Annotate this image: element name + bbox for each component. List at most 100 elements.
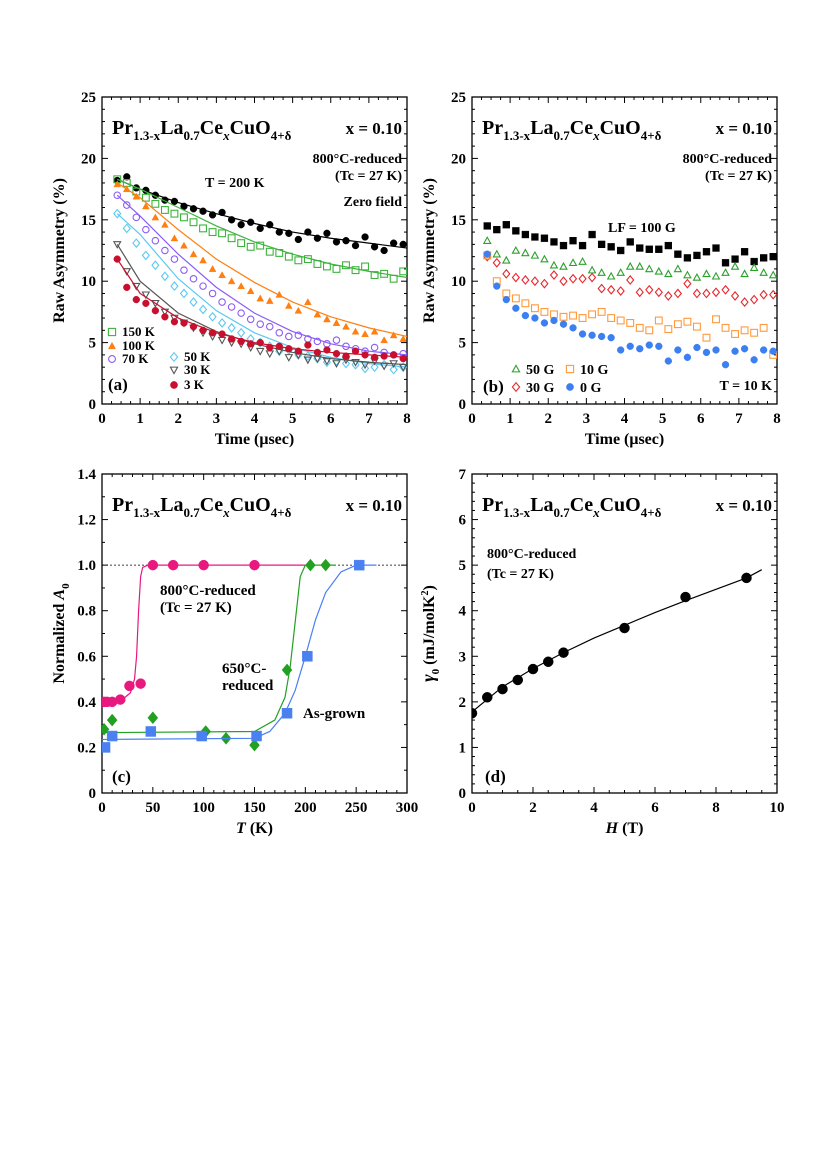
data-point bbox=[170, 234, 179, 242]
x-tick-label: 8 bbox=[712, 800, 720, 816]
data-point bbox=[389, 364, 398, 375]
data-point bbox=[113, 191, 122, 200]
data-point bbox=[673, 264, 683, 273]
data-point bbox=[180, 241, 188, 249]
y-tick-label: 20 bbox=[451, 151, 466, 167]
legend-item: 30 K bbox=[169, 362, 211, 377]
data-point bbox=[361, 233, 369, 241]
y-tick-label: 0 bbox=[459, 786, 467, 802]
fit-curve bbox=[117, 178, 407, 279]
data-point bbox=[189, 205, 198, 213]
data-point bbox=[246, 315, 255, 324]
data-point bbox=[644, 264, 654, 273]
data-point bbox=[540, 319, 549, 327]
data-point bbox=[113, 208, 122, 219]
data-point bbox=[390, 239, 398, 247]
data-point bbox=[702, 348, 711, 357]
data-point bbox=[731, 347, 739, 355]
series-800-C-reduced bbox=[102, 559, 306, 708]
text-span: x = 0.10 bbox=[346, 496, 402, 515]
data-point bbox=[370, 243, 379, 251]
text-span: x = 0.10 bbox=[716, 496, 772, 515]
data-point bbox=[389, 274, 398, 283]
data-point bbox=[246, 242, 255, 251]
formula-part: Ce bbox=[570, 117, 593, 139]
data-point bbox=[531, 314, 539, 322]
x-tick-label: 7 bbox=[735, 411, 743, 427]
data-point bbox=[227, 216, 236, 224]
x-axis-label: Time (μsec) bbox=[215, 431, 294, 448]
formula-part: Ce bbox=[200, 494, 223, 516]
text-span: H bbox=[605, 820, 619, 837]
data-point bbox=[566, 383, 574, 391]
data-point bbox=[304, 335, 312, 343]
data-point bbox=[332, 319, 341, 326]
data-point bbox=[342, 342, 350, 351]
data-point bbox=[322, 357, 332, 366]
data-point bbox=[247, 218, 255, 226]
data-point bbox=[617, 246, 625, 255]
data-point bbox=[107, 341, 117, 350]
data-point bbox=[390, 351, 398, 359]
sample-650-label-2: reduced bbox=[222, 678, 274, 694]
data-point bbox=[199, 256, 207, 264]
data-point bbox=[170, 318, 179, 326]
y-tick-label: 0 bbox=[459, 397, 467, 413]
series-As-grown bbox=[102, 559, 377, 753]
data-point bbox=[189, 322, 198, 331]
data-point bbox=[361, 351, 369, 359]
data-point bbox=[360, 361, 370, 370]
data-point bbox=[351, 359, 360, 370]
data-point bbox=[189, 250, 198, 258]
data-point bbox=[198, 559, 209, 571]
data-point bbox=[112, 241, 122, 249]
data-point bbox=[161, 220, 169, 228]
data-point bbox=[569, 237, 577, 245]
data-point bbox=[275, 290, 284, 298]
data-point bbox=[664, 325, 673, 334]
formula-part: 0.7 bbox=[554, 128, 571, 143]
x-tick-label: 8 bbox=[773, 411, 781, 427]
formula-part: Pr bbox=[482, 117, 503, 139]
data-point bbox=[218, 298, 226, 306]
data-point bbox=[284, 301, 293, 309]
data-point bbox=[351, 327, 360, 335]
data-point bbox=[170, 255, 179, 263]
data-point bbox=[379, 362, 389, 371]
x-tick-label: 150 bbox=[243, 800, 266, 816]
data-point bbox=[683, 254, 692, 262]
data-point bbox=[702, 333, 711, 342]
data-point bbox=[674, 250, 682, 258]
data-point bbox=[616, 268, 626, 276]
data-point bbox=[208, 265, 217, 272]
data-point bbox=[189, 274, 198, 283]
data-point bbox=[750, 294, 759, 305]
data-point bbox=[692, 272, 702, 281]
data-point bbox=[399, 354, 407, 363]
data-point bbox=[323, 315, 331, 323]
data-point bbox=[540, 254, 549, 263]
data-point bbox=[256, 241, 265, 250]
data-point bbox=[323, 229, 331, 237]
data-point bbox=[692, 322, 701, 331]
data-point bbox=[342, 237, 350, 245]
data-point bbox=[655, 342, 663, 350]
data-point bbox=[313, 310, 322, 318]
formula-part: CuO bbox=[230, 494, 271, 516]
data-point bbox=[654, 316, 663, 325]
data-point bbox=[512, 227, 520, 235]
y-tick-label: 0.6 bbox=[77, 649, 96, 665]
data-point bbox=[607, 334, 615, 342]
data-point bbox=[161, 313, 169, 321]
y-axis-label: γ0 (mJ/molK2) bbox=[418, 585, 442, 682]
data-point bbox=[550, 238, 558, 246]
series-70-K bbox=[113, 191, 407, 359]
data-point bbox=[370, 362, 379, 373]
legend-item: 70 K bbox=[108, 351, 149, 366]
tc-label: (Tc = 27 K) bbox=[487, 567, 554, 582]
series-100-K bbox=[113, 180, 407, 344]
plot-area bbox=[482, 221, 777, 369]
data-point bbox=[251, 730, 262, 742]
text-span: Normalized bbox=[51, 600, 68, 684]
plot-area bbox=[472, 569, 763, 719]
